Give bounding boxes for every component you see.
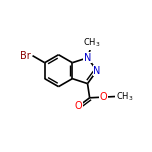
Text: Br: Br [20,51,31,61]
Text: O: O [99,92,107,102]
Text: N: N [84,53,91,63]
Text: N: N [93,66,101,76]
Text: CH$_3$: CH$_3$ [116,90,133,103]
Text: O: O [75,101,83,111]
Text: CH$_3$: CH$_3$ [83,37,101,49]
